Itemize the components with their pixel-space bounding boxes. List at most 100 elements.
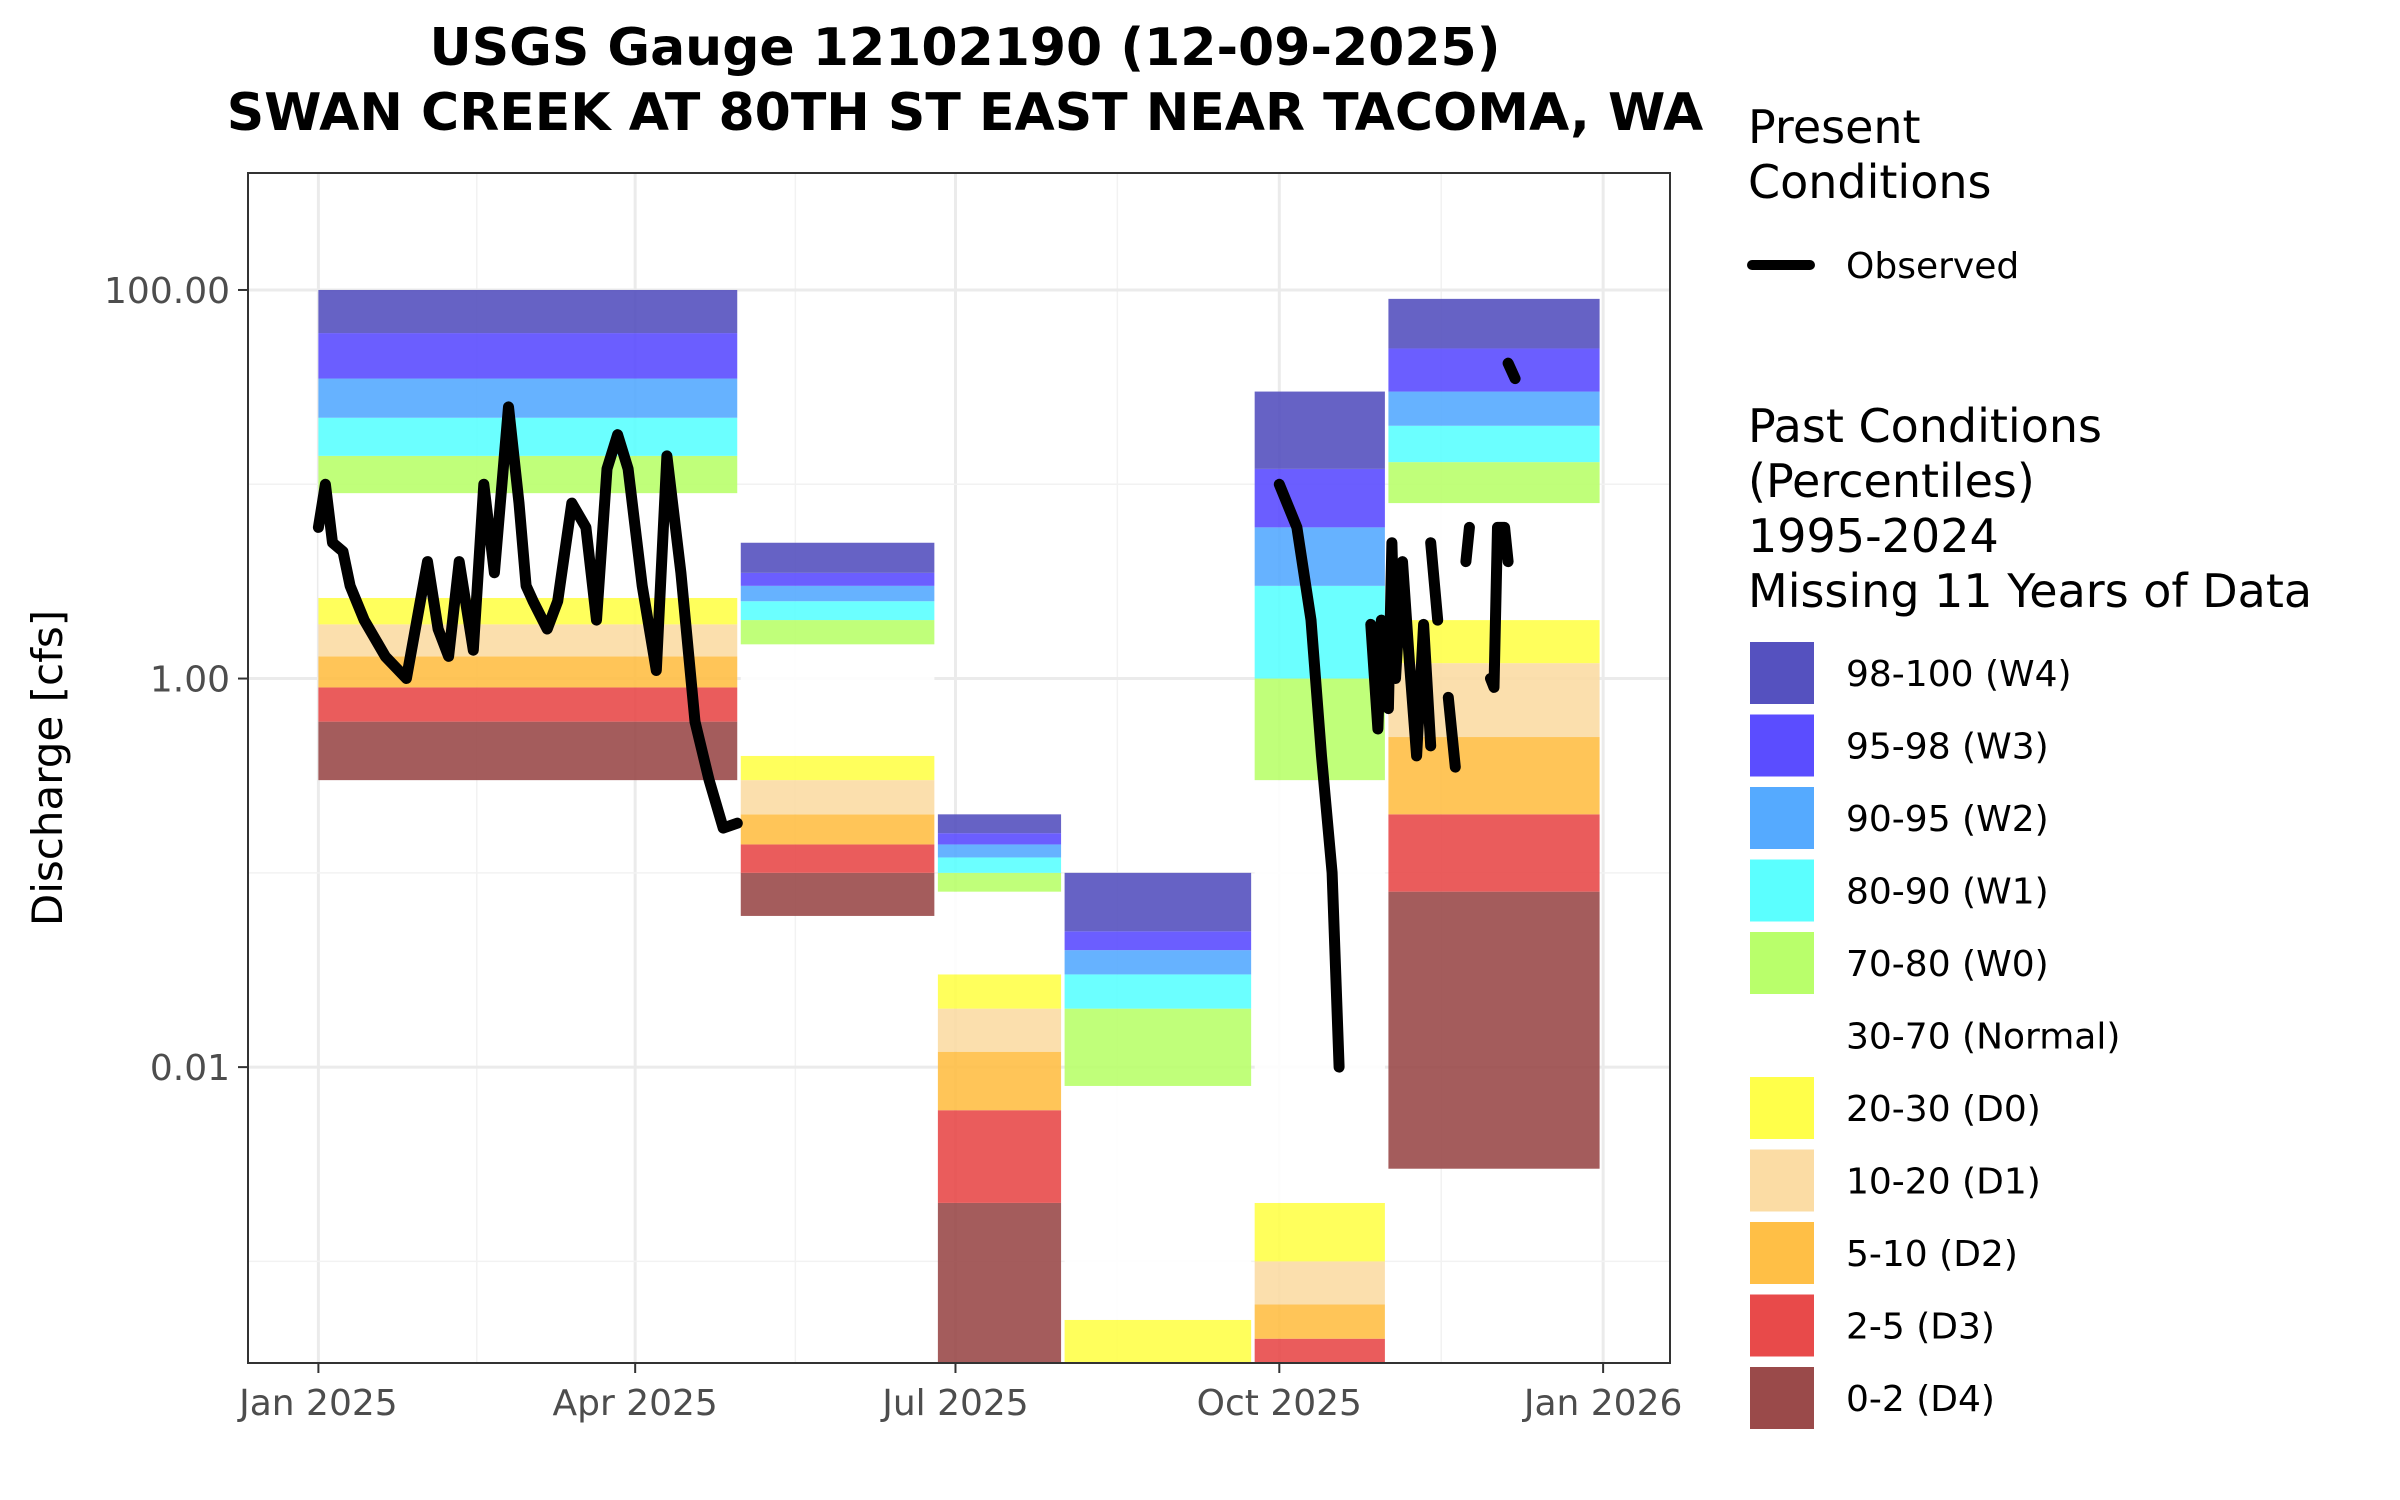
band-d4 (740, 872, 935, 916)
band-w1 (1388, 425, 1600, 463)
legend-label: 70-80 (W0) (1846, 944, 2049, 985)
legend-key-8 (1750, 1222, 1814, 1284)
x-axis: Jan 2025 Apr 2025 Jul 2025 Oct 2025 Jan 2026 (237, 1363, 1682, 1424)
band-d1 (1254, 1261, 1385, 1305)
legend-observed-label: Observed (1846, 246, 2019, 287)
band-d3 (318, 687, 738, 722)
observed-series-line (1425, 537, 1444, 626)
band-d2 (1388, 737, 1600, 815)
y-tick-label: 0.01 (150, 1048, 230, 1089)
legend-label: 80-90 (W1) (1846, 872, 2049, 913)
legend-label: 30-70 (Normal) (1846, 1017, 2120, 1058)
band-w3 (740, 572, 935, 586)
band-d0 (1254, 1202, 1385, 1262)
band-w1 (740, 601, 935, 621)
band-w0 (740, 620, 935, 645)
band-w3 (1064, 931, 1252, 951)
legend-label: 90-95 (W2) (1846, 799, 2049, 840)
band-d4 (937, 1202, 1062, 1363)
band-d3 (1388, 814, 1600, 892)
legend-present: Present Conditions Observed (1747, 100, 2019, 287)
band-d1 (740, 780, 935, 815)
band-w3 (318, 333, 738, 379)
band-w4 (1388, 298, 1600, 349)
x-tick-label: Jul 2025 (880, 1383, 1029, 1424)
legend-label: 2-5 (D3) (1846, 1307, 1995, 1348)
band-w2 (1064, 950, 1252, 975)
band-w2 (937, 844, 1062, 858)
band-w4 (1064, 872, 1252, 932)
observed-line (312, 357, 1521, 1073)
observed-series-line (1442, 691, 1461, 773)
legend-past-title: Missing 11 Years of Data (1748, 564, 2312, 618)
observed-series-line (312, 401, 743, 834)
legend-key-7 (1750, 1149, 1814, 1212)
band-w2 (318, 378, 738, 418)
band-d3 (937, 1110, 1062, 1203)
band-d0 (937, 974, 1062, 1009)
legend-key-2 (1750, 787, 1814, 849)
band-w2 (740, 585, 935, 602)
band-d2 (1254, 1304, 1385, 1339)
x-tick-label: Jan 2025 (237, 1383, 398, 1424)
x-tick-label: Oct 2025 (1197, 1383, 1362, 1424)
band-d0 (1064, 1319, 1252, 1363)
plot-border (247, 172, 1671, 1364)
legend-present-title: Present (1748, 100, 1921, 154)
y-tick-label: 100.00 (104, 271, 230, 312)
band-d3 (740, 844, 935, 873)
legend-past-title: 1995-2024 (1748, 509, 1999, 563)
band-d2 (740, 814, 935, 845)
y-axis-title: Discharge [cfs] (23, 610, 72, 926)
legend-label: 95-98 (W3) (1846, 727, 2049, 768)
band-w3 (1388, 348, 1600, 392)
legend-key-9 (1750, 1294, 1814, 1357)
band-normal (1254, 780, 1385, 1203)
y-tick-label: 1.00 (150, 660, 230, 701)
x-tick-label: Apr 2025 (553, 1383, 718, 1424)
x-tick-label: Jan 2026 (1522, 1383, 1683, 1424)
band-w1 (937, 857, 1062, 873)
legend-label: 10-20 (D1) (1846, 1162, 2041, 1203)
legend-present-title: Conditions (1748, 155, 1991, 209)
observed-series-line (1502, 357, 1521, 385)
band-d4 (318, 721, 738, 781)
legend-label: 5-10 (D2) (1846, 1234, 2018, 1275)
band-w1 (318, 417, 738, 456)
band-w0 (937, 872, 1062, 892)
legend-key-10 (1750, 1367, 1814, 1429)
band-w4 (1254, 391, 1385, 469)
legend-key-4 (1750, 932, 1814, 994)
y-axis: 0.01 1.00 100.00 (104, 271, 248, 1089)
band-d0 (740, 755, 935, 781)
band-normal (937, 891, 1062, 975)
band-d2 (937, 1051, 1062, 1111)
legend-label: 98-100 (W4) (1846, 654, 2072, 695)
band-w3 (1254, 468, 1385, 528)
legend-key-1 (1750, 714, 1814, 777)
legend-label: 20-30 (D0) (1846, 1089, 2041, 1130)
band-w3 (937, 833, 1062, 845)
band-d3 (1254, 1338, 1385, 1363)
band-w4 (937, 814, 1062, 834)
band-normal (740, 644, 935, 756)
legend-key-6 (1750, 1077, 1814, 1139)
chart-subtitle: SWAN CREEK AT 80TH ST EAST NEAR TACOMA, … (227, 83, 1704, 143)
band-d2 (318, 656, 738, 688)
legend-past-entries: 98-100 (W4) 95-98 (W3) 90-95 (W2) 80-90 (W1… (1750, 642, 2120, 1429)
observed-series-line (1460, 521, 1475, 568)
legend-past-title: (Percentiles) (1748, 454, 2035, 508)
observed-series-line (1365, 537, 1437, 762)
band-w0 (1064, 1008, 1252, 1086)
chart-title: USGS Gauge 12102190 (12-09-2025) (429, 18, 1500, 78)
band-w1 (1064, 974, 1252, 1009)
legend-past-title: Past Conditions (1748, 399, 2102, 453)
legend-key-3 (1750, 859, 1814, 922)
observed-series-line (1273, 478, 1345, 1073)
band-d1 (937, 1008, 1062, 1052)
band-normal (1064, 1085, 1252, 1320)
legend-key-0 (1750, 642, 1814, 704)
band-w2 (1254, 527, 1385, 586)
band-w2 (1388, 391, 1600, 426)
band-w0 (1388, 462, 1600, 504)
